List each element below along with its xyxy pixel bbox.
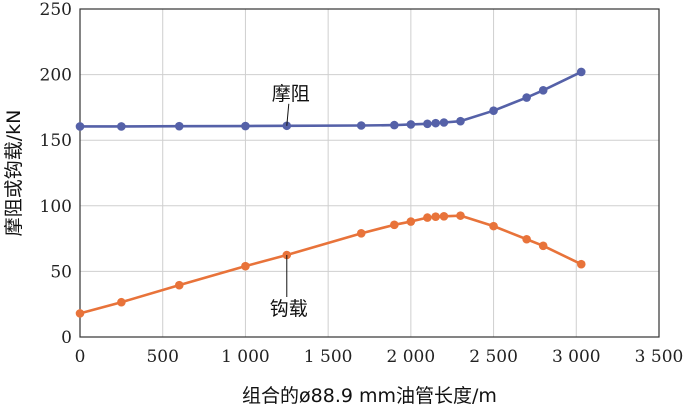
y-axis-label: 摩阻或钩载/kN [3, 110, 25, 237]
x-axis-label: 组合的ø88.9 mm油管长度/m [242, 385, 497, 407]
plot-frame [79, 8, 660, 338]
data-point-friction [356, 121, 366, 130]
series-line-hookload [79, 214, 582, 315]
series-annotation: 摩阻 [272, 83, 310, 105]
y-tick-label: 100 [40, 197, 72, 217]
y-tick-label: 150 [40, 131, 72, 151]
data-point-friction [75, 122, 85, 131]
x-tick-label: 3 500 [635, 347, 684, 367]
series-line-friction [80, 70, 582, 128]
data-point-friction [390, 120, 399, 130]
data-point-hookload [356, 229, 366, 238]
data-point-hookload [456, 211, 465, 220]
data-point-friction [538, 86, 548, 95]
data-point-friction [174, 121, 184, 131]
data-point-hookload [576, 259, 586, 269]
data-point-hookload [439, 211, 449, 221]
data-point-friction [439, 118, 449, 127]
y-tick-label: 50 [50, 262, 72, 282]
data-point-hookload [406, 217, 416, 226]
x-tick-label: 500 [146, 347, 178, 367]
data-point-friction [456, 116, 465, 126]
data-point-friction [423, 119, 432, 129]
x-tick-label: 0 [75, 347, 86, 367]
x-tick-label: 3 000 [552, 347, 601, 367]
data-point-hookload [174, 280, 184, 290]
x-tick-label: 1 000 [221, 347, 270, 367]
y-tick-label: 0 [61, 328, 72, 348]
data-point-friction [431, 118, 440, 128]
series-layer [75, 67, 586, 318]
data-point-hookload [117, 297, 126, 307]
data-point-hookload [423, 213, 432, 222]
grid-lines [80, 9, 659, 337]
data-point-friction [489, 106, 498, 115]
data-point-friction [117, 122, 126, 131]
data-point-hookload [390, 220, 399, 230]
data-point-friction [522, 93, 531, 102]
data-point-friction [406, 120, 416, 129]
x-axis-ticks: 0 500 1 000 1 500 2 000 2 500 3 000 3 500 [75, 347, 684, 367]
data-point-hookload [538, 241, 548, 251]
data-point-hookload [241, 261, 250, 271]
y-tick-label: 250 [40, 0, 72, 20]
data-point-hookload [522, 234, 531, 244]
data-point-hookload [75, 309, 85, 318]
data-point-hookload [489, 221, 498, 231]
data-point-hookload [431, 212, 440, 221]
x-tick-label: 2 000 [387, 347, 436, 367]
data-point-friction [241, 121, 250, 131]
y-axis-ticks: 0 50 100 150 200 250 [40, 0, 72, 348]
series-annotation: 钩载 [270, 298, 308, 320]
annotation-leader [286, 103, 290, 126]
data-point-friction [576, 67, 586, 77]
y-tick-label: 200 [40, 66, 72, 86]
x-tick-label: 2 500 [469, 347, 518, 367]
x-tick-label: 1 500 [304, 347, 353, 367]
